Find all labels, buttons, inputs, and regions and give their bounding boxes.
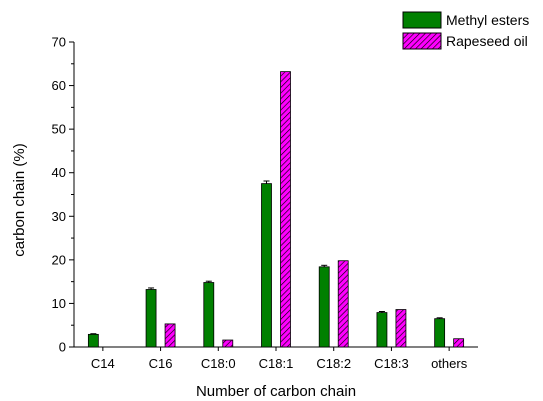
bar-rapeseed-oil bbox=[395, 309, 407, 348]
y-tick-label: 10 bbox=[52, 296, 66, 311]
x-axis-title: Number of carbon chain bbox=[196, 383, 356, 400]
y-axis-ticks: 0 10 20 30 40 50 60 70 bbox=[52, 35, 74, 355]
x-tick-label: C18:2 bbox=[316, 356, 351, 371]
bar-rapeseed-oil bbox=[280, 71, 291, 348]
bar-methyl-esters bbox=[203, 282, 215, 348]
bar-methyl-esters bbox=[87, 333, 99, 348]
y-tick-label: 70 bbox=[52, 35, 66, 50]
bar-rapeseed-oil bbox=[222, 339, 234, 348]
bar-methyl-esters bbox=[261, 183, 272, 348]
y-tick-label: 0 bbox=[59, 340, 66, 355]
bar-methyl-esters bbox=[318, 266, 330, 348]
legend-swatch-methyl-esters bbox=[402, 11, 442, 29]
x-tick-label: C18:0 bbox=[201, 356, 236, 371]
y-tick-label: 40 bbox=[52, 165, 66, 180]
bar-rapeseed-oil bbox=[453, 338, 465, 348]
y-tick-label: 50 bbox=[52, 122, 66, 137]
legend-swatch-rapeseed-oil bbox=[402, 32, 442, 50]
legend: Methyl esters Rapeseed oil bbox=[402, 11, 529, 50]
x-axis-ticks: C14 C16 C18:0 C18:1 C18:2 C18:3 others bbox=[91, 347, 468, 371]
bar-rapeseed-oil bbox=[337, 260, 349, 348]
x-tick-label: C14 bbox=[91, 356, 115, 371]
x-tick-label: C18:1 bbox=[259, 356, 294, 371]
bar-methyl-esters bbox=[145, 289, 157, 348]
y-tick-label: 60 bbox=[52, 78, 66, 93]
bar-methyl-esters bbox=[434, 318, 446, 348]
bar-rapeseed-oil bbox=[164, 323, 176, 348]
legend-label-methyl-esters: Methyl esters bbox=[446, 12, 529, 28]
y-tick-label: 20 bbox=[52, 252, 66, 267]
x-tick-label: others bbox=[431, 356, 468, 371]
bars bbox=[87, 71, 465, 348]
x-tick-label: C16 bbox=[149, 356, 173, 371]
y-axis-title: carbon chain (%) bbox=[11, 143, 28, 256]
bar-methyl-esters bbox=[376, 312, 388, 348]
x-tick-label: C18:3 bbox=[374, 356, 409, 371]
legend-label-rapeseed-oil: Rapeseed oil bbox=[446, 33, 528, 49]
y-tick-label: 30 bbox=[52, 209, 66, 224]
